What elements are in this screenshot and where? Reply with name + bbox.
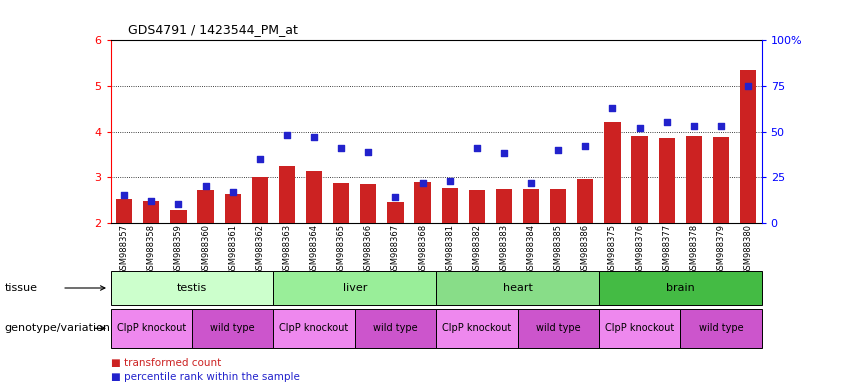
Text: heart: heart — [503, 283, 533, 293]
Bar — [306, 171, 323, 223]
Bar — [469, 190, 485, 223]
Text: testis: testis — [177, 283, 207, 293]
Point — [497, 151, 511, 157]
Point — [524, 180, 538, 186]
Point — [443, 178, 456, 184]
Point — [226, 189, 239, 195]
Point — [307, 134, 321, 140]
Text: ClpP knockout: ClpP knockout — [279, 323, 349, 333]
Bar — [360, 184, 376, 223]
Bar — [414, 182, 431, 223]
Text: ■ transformed count: ■ transformed count — [111, 358, 221, 368]
Text: GDS4791 / 1423544_PM_at: GDS4791 / 1423544_PM_at — [128, 23, 298, 36]
Point — [389, 194, 403, 200]
Bar — [197, 190, 214, 223]
Point — [633, 125, 647, 131]
Bar — [523, 189, 540, 223]
Point — [416, 180, 430, 186]
Text: ClpP knockout: ClpP knockout — [443, 323, 511, 333]
Bar — [225, 194, 241, 223]
Point — [660, 119, 673, 126]
Text: wild type: wild type — [373, 323, 418, 333]
Bar — [713, 137, 729, 223]
Bar — [252, 177, 268, 223]
Bar — [279, 166, 295, 223]
Text: liver: liver — [343, 283, 367, 293]
Bar — [333, 183, 349, 223]
Text: brain: brain — [665, 283, 694, 293]
Point — [172, 201, 186, 207]
Bar — [442, 188, 458, 223]
Bar — [577, 179, 593, 223]
Text: wild type: wild type — [210, 323, 255, 333]
Bar — [604, 122, 620, 223]
Point — [117, 192, 131, 199]
Point — [362, 149, 375, 155]
Point — [470, 145, 483, 151]
Point — [145, 198, 158, 204]
Bar — [143, 201, 159, 223]
Point — [579, 143, 592, 149]
Bar — [116, 199, 133, 223]
Text: ClpP knockout: ClpP knockout — [605, 323, 674, 333]
Point — [334, 145, 348, 151]
Text: ■ percentile rank within the sample: ■ percentile rank within the sample — [111, 372, 300, 382]
Bar — [496, 189, 512, 223]
Point — [253, 156, 266, 162]
Text: ClpP knockout: ClpP knockout — [117, 323, 186, 333]
Bar — [170, 210, 186, 223]
Point — [280, 132, 294, 138]
Text: wild type: wild type — [536, 323, 580, 333]
Point — [741, 83, 755, 89]
Text: tissue: tissue — [4, 283, 37, 293]
Bar — [550, 189, 567, 223]
Bar — [387, 202, 403, 223]
Bar — [631, 136, 648, 223]
Point — [199, 183, 213, 189]
Text: genotype/variation: genotype/variation — [4, 323, 111, 333]
Bar — [740, 70, 757, 223]
Point — [551, 147, 565, 153]
Point — [606, 105, 620, 111]
Bar — [659, 138, 675, 223]
Point — [687, 123, 700, 129]
Text: wild type: wild type — [699, 323, 743, 333]
Point — [714, 123, 728, 129]
Bar — [686, 136, 702, 223]
